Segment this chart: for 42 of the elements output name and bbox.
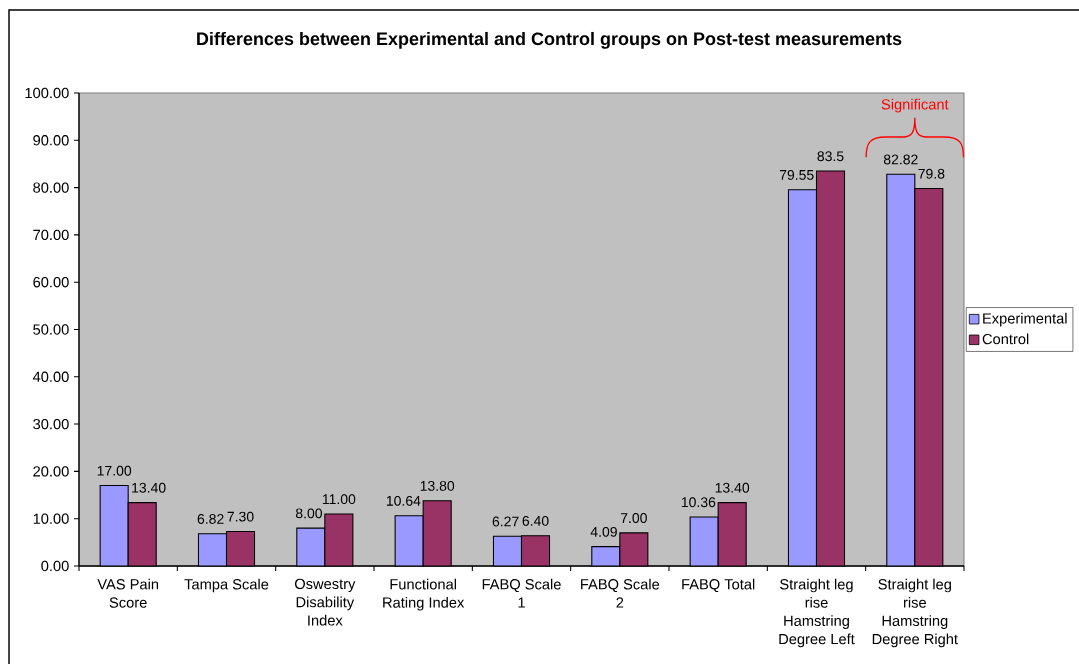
x-tick-label: Functional Rating Index (383, 578, 465, 611)
x-tick-label: Straight leg rise Hamstring Degree Right (872, 578, 958, 648)
data-label: 10.36 (681, 497, 716, 508)
legend-label: Control (982, 333, 1029, 345)
x-tick-label: FABQ Scale 1 (482, 578, 561, 608)
data-label: 13.40 (132, 482, 166, 493)
y-tick-label: 40.00 (32, 371, 69, 382)
data-label: 4.09 (590, 526, 617, 537)
y-tick-label: 30.00 (33, 418, 69, 430)
data-label: 83.5 (817, 151, 844, 162)
y-tick-label: 90.00 (33, 135, 69, 146)
annotation: Significant (881, 98, 949, 113)
data-label: 13.40 (715, 482, 750, 493)
data-label: 7.00 (620, 513, 647, 524)
legend-label: Experimental (983, 312, 1067, 327)
y-tick-label: 0.00 (41, 560, 69, 572)
data-label: 11.00 (322, 494, 356, 505)
data-label: 6.82 (197, 513, 224, 524)
data-label: 7.30 (227, 511, 254, 522)
y-tick-label: 100.00 (25, 87, 69, 99)
data-label: 13.80 (420, 480, 455, 491)
data-label: 6.40 (522, 515, 549, 526)
data-label: 6.27 (492, 516, 519, 527)
y-tick-label: 20.00 (33, 466, 69, 477)
y-tick-label: 10.00 (33, 513, 69, 524)
data-label: 17.00 (97, 465, 132, 476)
x-tick-label: Oswestry Disability Index (294, 578, 356, 626)
y-tick-label: 70.00 (33, 229, 69, 241)
chart-title: Differences between Experimental and Control groups on Post-test measurements (197, 31, 902, 49)
data-label: 10.64 (386, 495, 421, 506)
y-tick-label: 60.00 (33, 277, 69, 288)
y-tick-label: 80.00 (33, 182, 69, 193)
x-tick-label: Straight leg rise Hamstring Degree Left (779, 578, 855, 648)
x-tick-label: FABQ Total (682, 578, 755, 593)
data-label: 8.00 (295, 508, 323, 519)
data-label: 79.55 (779, 169, 814, 180)
data-label: 82.82 (883, 154, 918, 165)
x-tick-label: FABQ Scale 2 (581, 578, 660, 608)
x-tick-label: VAS Pain Score (97, 578, 159, 608)
data-label: 79.8 (918, 168, 945, 179)
x-tick-label: Tampa Scale (184, 578, 269, 593)
y-tick-label: 50.00 (33, 324, 69, 335)
